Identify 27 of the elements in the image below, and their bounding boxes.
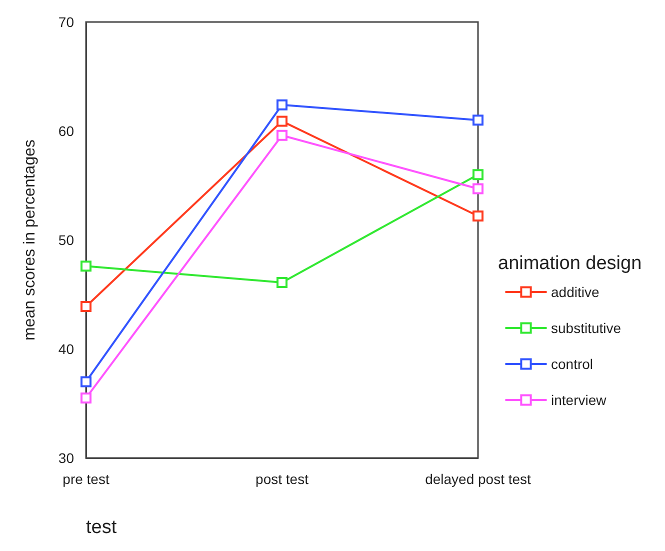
y-tick-label: 40 <box>58 341 74 357</box>
point <box>80 392 92 404</box>
point <box>80 260 92 272</box>
point <box>472 169 484 180</box>
point <box>276 130 288 141</box>
legend-label: interview <box>551 392 608 408</box>
x-tick-label: post test <box>256 471 309 487</box>
point <box>472 210 484 222</box>
legend-label: substitutive <box>551 320 622 336</box>
y-axis-title: mean scores in percentages <box>22 140 38 340</box>
x-tick-label: pre test <box>62 471 110 487</box>
y-tick-label: 30 <box>58 450 74 466</box>
legend-label: additive <box>551 284 600 300</box>
point <box>276 116 288 127</box>
point <box>472 183 484 194</box>
point <box>276 99 288 110</box>
y-tick-label: 70 <box>58 14 74 30</box>
legend-label: control <box>551 356 594 372</box>
point <box>276 277 288 288</box>
point <box>472 114 484 126</box>
point <box>80 376 92 388</box>
y-tick-label: 50 <box>58 232 74 248</box>
x-tick-label: delayed post test <box>425 471 532 487</box>
point <box>80 300 92 312</box>
y-tick-label: 60 <box>58 123 74 139</box>
legend-title: animation design <box>498 253 642 274</box>
x-axis-title: test <box>86 517 118 538</box>
